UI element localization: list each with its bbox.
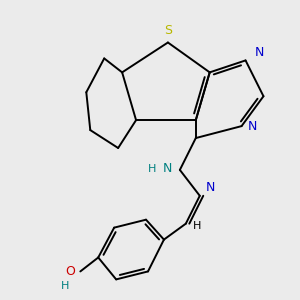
Text: H: H (61, 281, 69, 291)
Text: H: H (148, 164, 156, 174)
Text: N: N (248, 120, 257, 133)
Text: N: N (163, 162, 172, 176)
Text: N: N (206, 181, 215, 194)
Text: N: N (254, 46, 264, 59)
Text: H: H (193, 220, 201, 231)
Text: S: S (164, 24, 172, 37)
Text: O: O (65, 265, 75, 278)
